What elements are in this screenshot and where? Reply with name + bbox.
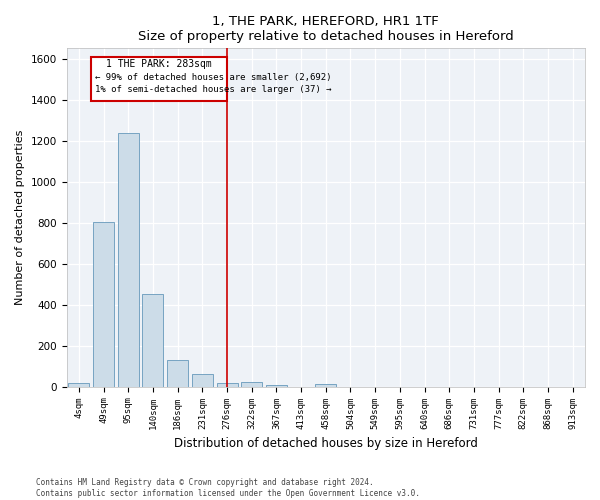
Bar: [68, 382, 89, 386]
Bar: [192, 374, 213, 386]
X-axis label: Distribution of detached houses by size in Hereford: Distribution of detached houses by size …: [174, 437, 478, 450]
Bar: [315, 384, 336, 386]
Bar: [91, 56, 227, 100]
Bar: [241, 382, 262, 386]
Text: 1 THE PARK: 283sqm: 1 THE PARK: 283sqm: [106, 58, 212, 68]
Bar: [93, 222, 114, 386]
Bar: [118, 133, 139, 386]
Text: ← 99% of detached houses are smaller (2,692): ← 99% of detached houses are smaller (2,…: [95, 72, 331, 82]
Text: 1% of semi-detached houses are larger (37) →: 1% of semi-detached houses are larger (3…: [95, 85, 331, 94]
Bar: [142, 294, 163, 386]
Bar: [167, 360, 188, 386]
Bar: [266, 384, 287, 386]
Bar: [217, 382, 238, 386]
Text: Contains HM Land Registry data © Crown copyright and database right 2024.
Contai: Contains HM Land Registry data © Crown c…: [36, 478, 420, 498]
Y-axis label: Number of detached properties: Number of detached properties: [15, 130, 25, 305]
Title: 1, THE PARK, HEREFORD, HR1 1TF
Size of property relative to detached houses in H: 1, THE PARK, HEREFORD, HR1 1TF Size of p…: [138, 15, 514, 43]
